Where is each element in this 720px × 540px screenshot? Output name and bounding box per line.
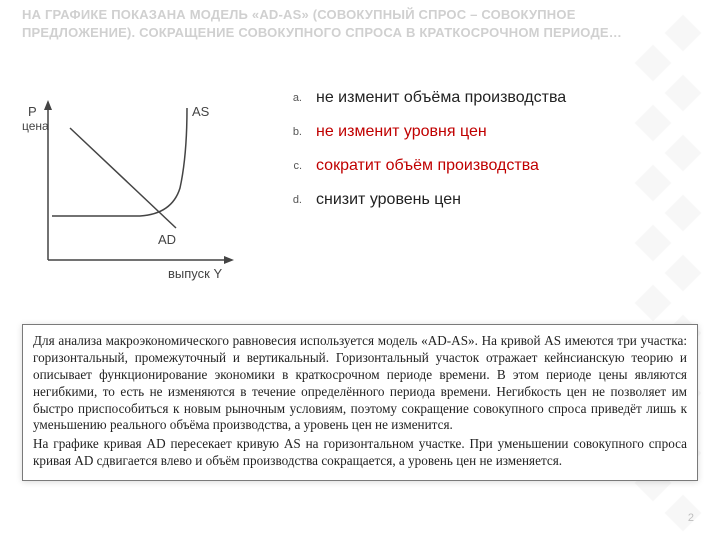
- x-axis-label: выпуск Y: [168, 266, 222, 281]
- explanation-paragraph: На графике кривая AD пересекает кривую A…: [33, 436, 687, 470]
- answer-marker: a.: [284, 88, 302, 104]
- y-axis-label-p: P: [28, 104, 37, 119]
- answer-text: сократит объём производства: [316, 156, 539, 176]
- answer-text: снизит уровень цен: [316, 190, 461, 210]
- answer-item: a. не изменит объёма производства: [284, 88, 684, 108]
- explanation-paragraph: Для анализа макроэкономического равновес…: [33, 333, 687, 434]
- answer-marker: b.: [284, 122, 302, 138]
- y-axis-label-price: цена: [22, 119, 49, 133]
- as-label: AS: [192, 104, 210, 119]
- answer-list: a. не изменит объёма производства b. не …: [284, 88, 684, 224]
- question-heading: НА ГРАФИКЕ ПОКАЗАНА МОДЕЛЬ «AD-AS» (СОВО…: [22, 6, 632, 41]
- page-number: 2: [688, 512, 694, 524]
- answer-marker: d.: [284, 190, 302, 206]
- answer-text: не изменит уровня цен: [316, 122, 487, 142]
- answer-marker: c.: [284, 156, 302, 172]
- answer-text: не изменит объёма производства: [316, 88, 566, 108]
- ad-as-chart: P цена AS AD выпуск Y: [22, 94, 248, 290]
- explanation-box: Для анализа макроэкономического равновес…: [22, 324, 698, 481]
- ad-label: AD: [158, 232, 176, 247]
- answer-item: b. не изменит уровня цен: [284, 122, 684, 142]
- answer-item: c. сократит объём производства: [284, 156, 684, 176]
- answer-item: d. снизит уровень цен: [284, 190, 684, 210]
